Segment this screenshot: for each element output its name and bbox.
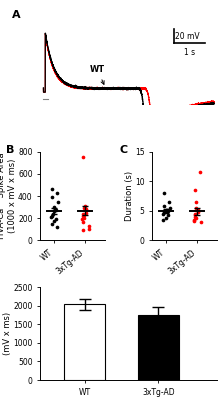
Point [53, 208, 56, 215]
Point [52, 204, 56, 210]
Point [164, 214, 168, 221]
Point [82, 205, 85, 211]
Point [196, 209, 200, 215]
Point [50, 220, 53, 227]
Text: C: C [120, 145, 128, 155]
Y-axis label: HVA-Ca²⁺ Spike Area
(1000 x mV x ms): HVA-Ca²⁺ Spike Area (1000 x mV x ms) [0, 153, 17, 239]
Point [165, 207, 169, 213]
Point [83, 203, 86, 209]
Point [164, 208, 168, 214]
Point [193, 218, 196, 224]
Point [56, 224, 59, 230]
Point [194, 210, 197, 217]
Point [162, 216, 165, 223]
Point [50, 186, 54, 192]
Point [55, 207, 58, 214]
Point [82, 213, 85, 219]
Point [168, 204, 171, 211]
Point [84, 207, 88, 214]
Point [87, 226, 91, 232]
Point [52, 218, 56, 224]
Point [84, 206, 88, 212]
Point [162, 190, 166, 196]
Point [194, 212, 197, 218]
Point [51, 210, 54, 217]
Point [164, 206, 168, 213]
Point [82, 210, 85, 217]
Point [162, 203, 166, 209]
Text: WT: WT [90, 66, 105, 84]
Point [198, 169, 202, 176]
Point [56, 190, 59, 196]
Point [194, 187, 197, 193]
Point [50, 213, 54, 219]
Point [50, 194, 54, 200]
Text: 20 mV: 20 mV [175, 32, 200, 40]
Point [81, 227, 84, 233]
Point [192, 216, 196, 223]
Point [81, 216, 84, 222]
Point [194, 214, 198, 221]
Point [194, 204, 197, 211]
Point [49, 214, 53, 220]
Y-axis label: Duration (s): Duration (s) [125, 171, 134, 221]
Bar [64, 304, 105, 380]
Point [166, 212, 170, 218]
Point [163, 209, 166, 215]
Point [82, 215, 86, 221]
Point [84, 209, 88, 216]
Text: 1 s: 1 s [184, 48, 195, 58]
Point [82, 154, 85, 161]
Point [193, 213, 197, 220]
Y-axis label: Vₘ Rebound Area
(mV x ms): Vₘ Rebound Area (mV x ms) [0, 297, 12, 370]
Point [87, 222, 91, 229]
Point [54, 216, 58, 222]
Text: 3xTg-AD: 3xTg-AD [0, 399, 1, 400]
Point [161, 210, 165, 217]
Point [162, 209, 166, 216]
Point [196, 206, 200, 213]
Point [166, 208, 170, 214]
Point [82, 212, 85, 218]
Bar [138, 315, 179, 380]
Point [167, 199, 171, 205]
Point [199, 219, 203, 226]
Text: B: B [6, 145, 15, 155]
Text: A: A [12, 10, 21, 20]
Point [56, 198, 59, 205]
Point [53, 206, 57, 212]
Point [81, 219, 84, 226]
Point [196, 208, 200, 214]
Point [195, 199, 198, 205]
